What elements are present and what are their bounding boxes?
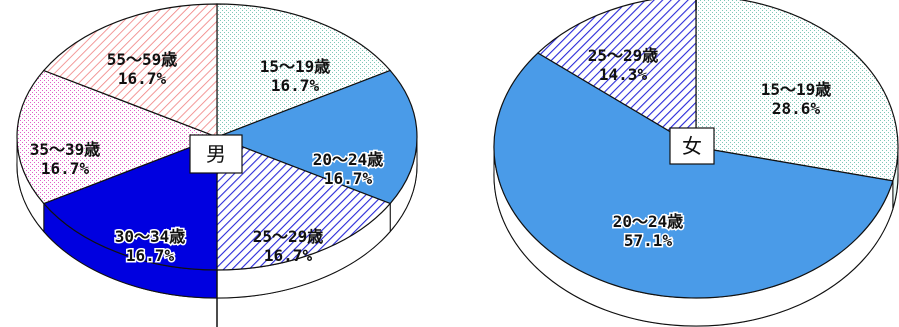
center-label-box	[669, 127, 715, 165]
slice-percent-label: 16.7%	[126, 246, 175, 265]
slice-category-label: 25～29歳	[253, 227, 324, 246]
slice-category-label: 30～34歳	[115, 227, 186, 246]
pie-slice	[216, 3, 392, 138]
slice-percent-label: 16.7%	[41, 159, 90, 178]
pie-slice	[215, 69, 418, 205]
pie-chart-male: 15～19歳16.7%20～24歳16.7%25～29歳16.7%30～34歳1…	[16, 3, 418, 327]
slice-percent-label: 16.7%	[264, 246, 313, 265]
center-label: 男	[206, 142, 226, 166]
pie-slice	[536, 0, 697, 149]
pie-slice	[695, 0, 899, 182]
slice-category-label: 55～59歳	[107, 50, 178, 69]
slice-category-label: 15～19歳	[761, 80, 832, 99]
center-label-box	[189, 134, 243, 174]
pie-slice	[16, 69, 219, 205]
slice-category-label: 20～24歳	[613, 212, 684, 231]
slice-percent-label: 16.7%	[324, 169, 373, 188]
pie-slice	[42, 3, 218, 138]
slice-category-label: 25～29歳	[588, 46, 659, 65]
slice-percent-label: 14.3%	[599, 65, 648, 84]
slice-percent-label: 28.6%	[772, 99, 821, 118]
slice-percent-label: 16.7%	[271, 76, 320, 95]
slice-percent-label: 57.1%	[624, 231, 673, 250]
slice-category-label: 35～39歳	[30, 140, 101, 159]
slice-percent-label: 16.7%	[118, 69, 167, 88]
slice-category-label: 15～19歳	[260, 57, 331, 76]
pie-slice	[216, 136, 392, 271]
pie-slice	[42, 136, 218, 271]
slice-category-label: 20～24歳	[313, 150, 384, 169]
pie-slice	[493, 52, 894, 299]
center-label: 女	[682, 134, 702, 158]
